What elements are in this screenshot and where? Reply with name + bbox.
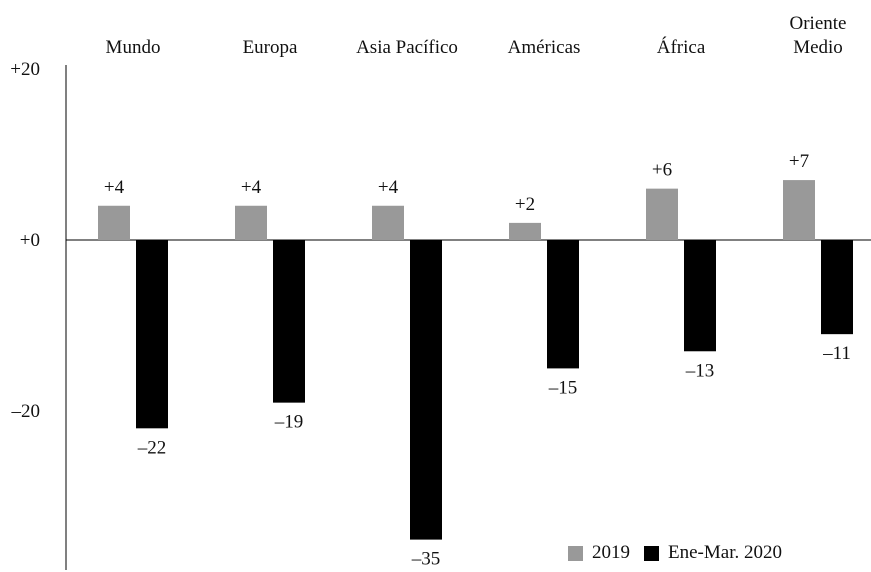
category-label: Américas (508, 37, 581, 58)
legend-label-2020: Ene-Mar. 2020 (668, 542, 782, 563)
legend-item-2020: Ene-Mar. 2020 (644, 542, 782, 564)
data-label: +4 (104, 177, 125, 198)
category-label: Oriente (790, 13, 847, 34)
category-label: Medio (793, 37, 843, 58)
data-label: +6 (652, 160, 672, 181)
bar-series-2020 (273, 240, 305, 403)
data-label: –22 (137, 437, 167, 458)
data-label: +7 (789, 151, 809, 172)
bar-series-2019 (646, 188, 678, 240)
data-label: –19 (274, 412, 304, 433)
data-label: –15 (548, 377, 578, 398)
legend-item-2019: 2019 (568, 542, 630, 564)
bar-series-2019 (98, 205, 130, 240)
y-tick-label: –20 (11, 401, 41, 422)
y-tick-label: +20 (10, 59, 40, 80)
data-label: –35 (411, 549, 441, 570)
category-label: África (657, 36, 706, 58)
data-label: –13 (685, 360, 715, 381)
bar-series-2020 (410, 240, 442, 540)
bar-series-2019 (783, 180, 815, 240)
bar-series-2019 (372, 205, 404, 240)
y-tick-label: +0 (20, 230, 40, 251)
bar-series-2020 (684, 240, 716, 352)
bar-series-2019 (235, 205, 267, 240)
legend: 2019 Ene-Mar. 2020 (568, 541, 796, 565)
data-label: –11 (822, 343, 851, 364)
legend-swatch-2019 (568, 545, 583, 561)
data-label: +4 (378, 177, 399, 198)
category-label: Europa (243, 37, 298, 58)
legend-swatch-2020 (644, 545, 659, 561)
data-label: +2 (515, 194, 535, 215)
data-label: +4 (241, 177, 262, 198)
bar-series-2019 (509, 222, 541, 240)
bar-series-2020 (821, 240, 853, 335)
category-label: Mundo (106, 37, 161, 58)
bar-series-2020 (136, 240, 168, 429)
category-label: Asia Pacífico (356, 37, 458, 58)
bar-series-2020 (547, 240, 579, 369)
legend-label-2019: 2019 (592, 542, 630, 563)
